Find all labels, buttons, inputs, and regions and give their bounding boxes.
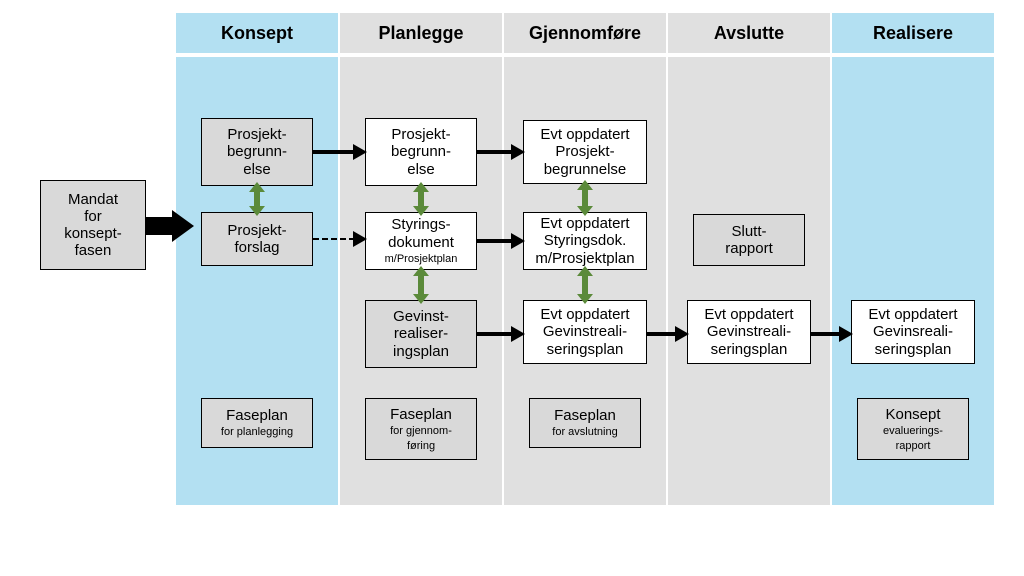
gjennom-styringsdok: Evt oppdatertStyringsdok.m/Prosjektplan [523,212,647,270]
konsept-begrunnelse: Prosjekt-begrunn-else [201,118,313,186]
mandat-box: Mandatforkonsept-fasen [40,180,146,270]
phase-header-4: Realisere [831,12,995,54]
gjennom-begrunnelse: Evt oppdatertProsjekt-begrunnelse [523,120,647,184]
plan-begrunnelse: Prosjekt-begrunn-else [365,118,477,186]
realisere-gevinstplan: Evt oppdatertGevinsreali-seringsplan [851,300,975,364]
link-k-r1r2 [249,184,265,214]
plan-faseplan: Faseplanfor gjennom-føring [365,398,477,460]
phase-header-0: Konsept [175,12,339,54]
phase-header-1: Planlegge [339,12,503,54]
link-g-r2r3 [577,268,593,302]
link-p-r2r3 [413,268,429,302]
phase-header-3: Avslutte [667,12,831,54]
avslutte-gevinstplan: Evt oppdatertGevinstreali-seringsplan [687,300,811,364]
phase-header-2: Gjennomføre [503,12,667,54]
konsept-forslag: Prosjekt-forslag [201,212,313,266]
avslutte-sluttrapport: Slutt-rapport [693,214,805,266]
gjennom-faseplan: Faseplanfor avslutning [529,398,641,448]
link-p-r1r2 [413,184,429,214]
arrow-mandat [146,210,190,242]
gjennom-gevinstplan: Evt oppdatertGevinstreali-seringsplan [523,300,647,364]
konsept-faseplan: Faseplanfor planlegging [201,398,313,448]
plan-gevinstplan: Gevinst-realiser-ingsplan [365,300,477,368]
plan-styringsdokument: Styrings-dokumentm/Prosjektplan [365,212,477,270]
phase-body-3 [667,56,831,506]
link-g-r1r2 [577,182,593,214]
realisere-konseptrapport: Konseptevaluerings-rapport [857,398,969,460]
